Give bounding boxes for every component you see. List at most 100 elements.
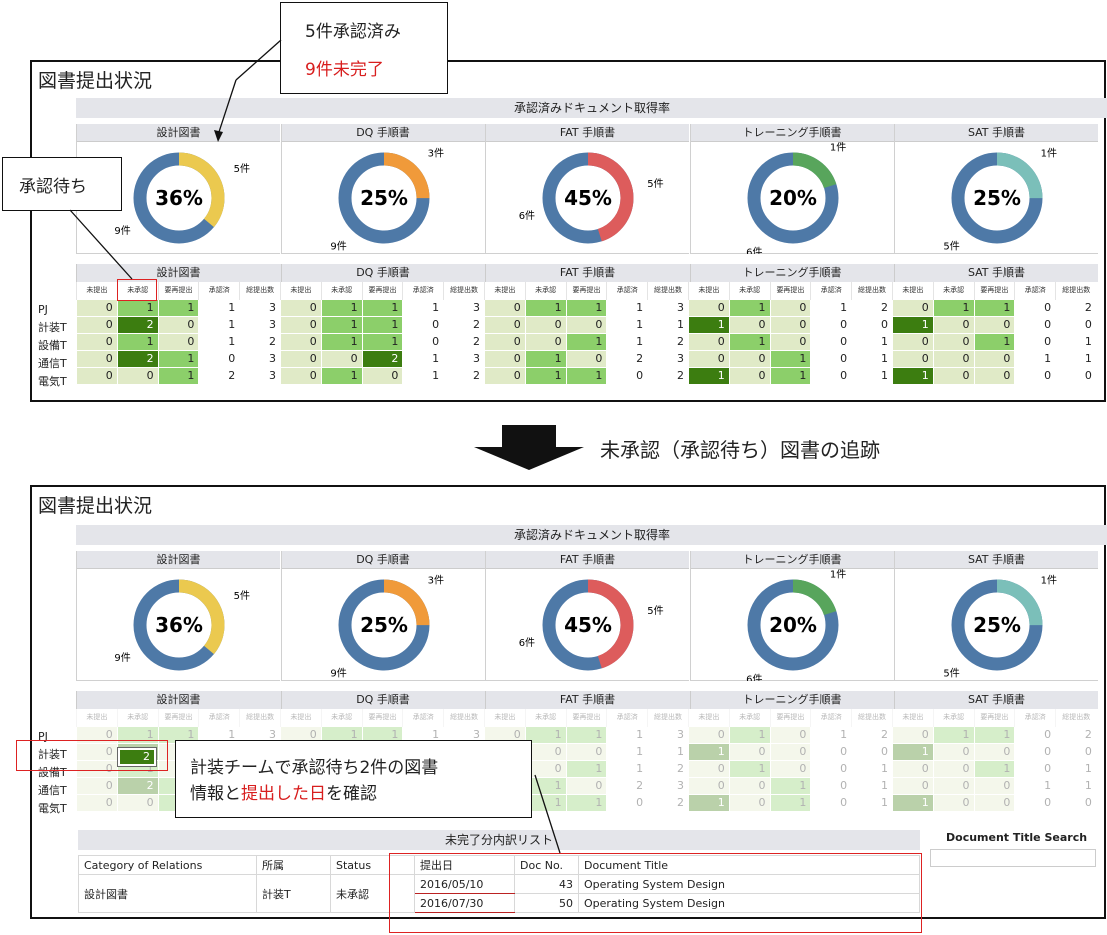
status-cell[interactable]: 0 [728,776,771,795]
status-cell[interactable]: 1 [728,759,771,778]
status-cell[interactable]: 0 [565,742,608,761]
status-cell[interactable]: 1 [687,793,730,812]
status-cell[interactable]: 1 [565,366,608,385]
status-cell[interactable]: 0 [524,759,567,778]
donut-group-title: DQ 手順書 [281,124,485,142]
status-cell[interactable]: 0 [891,332,934,351]
status-cell[interactable]: 2 [116,349,159,368]
status-cell[interactable]: 0 [687,759,730,778]
status-cell[interactable]: 1 [565,793,608,812]
status-cell[interactable]: 0 [76,315,118,334]
status-cell[interactable]: 1 [157,725,200,744]
status-cell[interactable]: 0 [361,366,404,385]
status-cell[interactable]: 1 [320,332,363,351]
status-cell[interactable]: 0 [932,366,975,385]
sub-header-cell: 未提出 [687,282,730,299]
sub-header-cell: 未提出 [687,709,730,726]
status-cell[interactable]: 0 [76,793,118,812]
status-cell[interactable]: 0 [932,776,975,795]
status-cell[interactable]: 0 [932,349,975,368]
status-cell[interactable]: 1 [932,725,975,744]
status-cell[interactable]: 1 [769,349,812,368]
status-cell[interactable]: 1 [524,725,567,744]
donut-group: トレーニング手順書 20% 1件 6件 [689,124,894,254]
status-cell[interactable]: 1 [687,742,730,761]
sub-header-cell: 承認済 [606,282,648,299]
highlight-cell[interactable]: 2 [117,747,157,767]
status-cell[interactable]: 0 [973,793,1016,812]
status-cell[interactable]: 0 [932,742,975,761]
status-cell[interactable]: 2 [116,776,159,795]
sub-header-cell: 未承認 [728,709,771,726]
status-cell[interactable]: 0 [973,315,1016,334]
status-cell[interactable]: 0 [891,776,934,795]
status-cell[interactable]: 0 [116,793,159,812]
status-cell[interactable]: 0 [932,793,975,812]
status-cell[interactable]: 0 [728,349,771,368]
table-row[interactable]: 設計図書 計装T 未承認 2016/05/10 43 Operating Sys… [78,874,920,913]
status-cell[interactable]: 0 [76,776,118,795]
table-row[interactable]: 2016/07/30 50 Operating System Design [79,893,920,913]
col-status: Status [330,855,415,875]
status-cell[interactable]: 0 [76,349,118,368]
status-cell[interactable]: 0 [687,776,730,795]
status-cell[interactable]: 0 [932,759,975,778]
status-cell[interactable]: 0 [279,349,322,368]
status-cell[interactable]: 1 [973,332,1016,351]
status-cell[interactable]: 0 [157,315,200,334]
status-cell[interactable]: 0 [769,315,812,334]
status-cell[interactable]: 1 [769,366,812,385]
status-cell[interactable]: 1 [320,366,363,385]
status-cell[interactable]: 0 [279,366,322,385]
status-cell[interactable]: 0 [769,759,812,778]
status-cell[interactable]: 1 [769,793,812,812]
status-cell[interactable]: 1 [524,366,567,385]
status-cell[interactable]: 0 [565,349,608,368]
status-cell[interactable]: 0 [524,315,567,334]
status-cell[interactable]: 0 [483,366,526,385]
status-cell[interactable]: 1 [891,742,934,761]
status-cell[interactable]: 0 [76,366,118,385]
status-cell[interactable]: 1 [565,298,608,317]
status-cell[interactable]: 0 [769,725,812,744]
donut-chart: 25% 3件 9件 [281,142,485,254]
status-cell[interactable]: 0 [728,742,771,761]
status-cell[interactable]: 0 [687,349,730,368]
status-cell[interactable]: 1 [687,366,730,385]
status-cell[interactable]: 1 [116,725,159,744]
status-cell[interactable]: 0 [116,366,159,385]
status-cell[interactable]: 0 [891,725,934,744]
document-title-search-input[interactable] [930,849,1096,867]
table-group-title: DQ 手順書 [280,264,485,282]
status-cell[interactable]: 0 [687,725,730,744]
status-cell[interactable]: 0 [565,776,608,795]
status-cell[interactable]: 0 [728,793,771,812]
status-cell[interactable]: 1 [565,759,608,778]
status-cell[interactable]: 0 [973,349,1016,368]
status-cell[interactable]: 0 [769,742,812,761]
status-cell[interactable]: 0 [973,776,1016,795]
status-cell[interactable]: 1 [769,776,812,795]
status-cell[interactable]: 0 [279,298,322,317]
status-cell[interactable]: 1 [524,349,567,368]
status-cell[interactable]: 0 [728,366,771,385]
status-cell[interactable]: 0 [973,742,1016,761]
status-cell[interactable]: 0 [891,759,934,778]
status-cell[interactable]: 1 [891,366,934,385]
status-cell: 0 [1014,759,1057,778]
status-cell[interactable]: 1 [157,298,200,317]
status-cell[interactable]: 1 [728,725,771,744]
status-cell[interactable]: 1 [973,759,1016,778]
status-cell[interactable]: 1 [891,793,934,812]
status-cell[interactable]: 1 [565,725,608,744]
status-cell[interactable]: 1 [361,298,404,317]
status-cell[interactable]: 1 [157,366,200,385]
donut-group: DQ 手順書 25% 3件 9件 [280,124,485,254]
status-cell[interactable]: 1 [973,725,1016,744]
status-cell[interactable]: 0 [76,725,118,744]
donut-approved-arc [338,152,429,244]
status-cell[interactable]: 1 [320,298,363,317]
status-cell[interactable]: 0 [279,315,322,334]
status-cell[interactable]: 0 [76,742,118,761]
status-cell[interactable]: 0 [76,332,118,351]
